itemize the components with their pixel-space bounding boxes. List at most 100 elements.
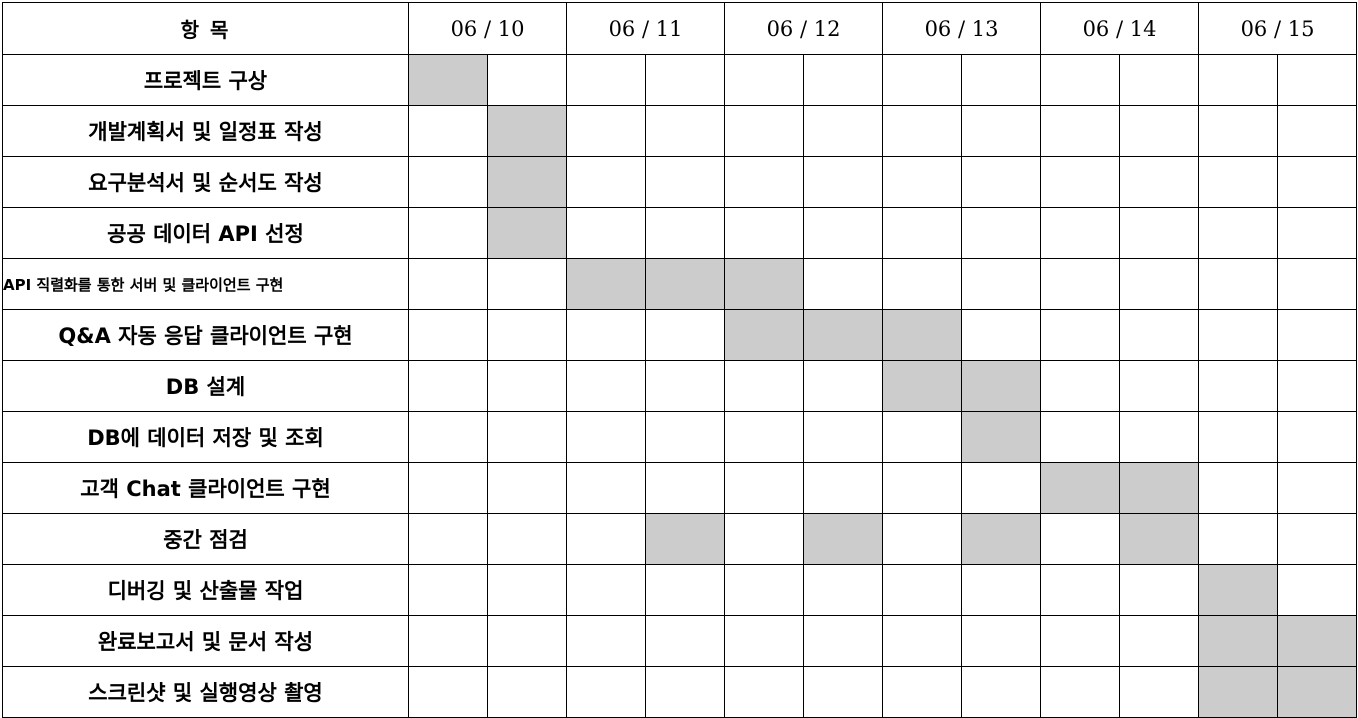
schedule-slot-empty: [803, 258, 883, 310]
schedule-slot-empty: [803, 411, 883, 463]
schedule-slot-empty: [882, 666, 962, 718]
task-name: 고객 Chat 클라이언트 구현: [2, 462, 409, 514]
schedule-slot-filled: [1040, 462, 1120, 514]
schedule-slot-empty: [961, 309, 1041, 361]
schedule-slot-empty: [1040, 615, 1120, 667]
schedule-slot-empty: [408, 513, 488, 565]
schedule-slot-empty: [961, 105, 1041, 157]
task-row: Q&A 자동 응답 클라이언트 구현: [2, 309, 1357, 361]
schedule-slot-empty: [724, 615, 804, 667]
schedule-slot-empty: [1119, 615, 1199, 667]
task-name: 스크린샷 및 실행영상 촬영: [2, 666, 409, 718]
date-header-0614: 06 / 14: [1040, 2, 1199, 55]
schedule-slot-filled: [1198, 666, 1278, 718]
schedule-slot-filled: [1277, 615, 1357, 667]
schedule-slot-empty: [803, 666, 883, 718]
schedule-slot-empty: [1119, 309, 1199, 361]
schedule-slot-filled: [1119, 513, 1199, 565]
schedule-slot-filled: [1119, 462, 1199, 514]
schedule-slot-empty: [1119, 54, 1199, 106]
date-header-0611: 06 / 11: [566, 2, 725, 55]
schedule-slot-empty: [961, 564, 1041, 616]
schedule-slot-filled: [724, 309, 804, 361]
schedule-slot-empty: [1277, 258, 1357, 310]
schedule-slot-filled: [882, 309, 962, 361]
schedule-slot-empty: [803, 207, 883, 259]
schedule-slot-empty: [1198, 54, 1278, 106]
schedule-slot-empty: [803, 156, 883, 208]
task-name: DB에 데이터 저장 및 조회: [2, 411, 409, 463]
schedule-slot-empty: [1277, 105, 1357, 157]
schedule-slot-empty: [566, 513, 646, 565]
schedule-slot-empty: [724, 411, 804, 463]
schedule-slot-empty: [1040, 411, 1120, 463]
schedule-slot-filled: [487, 156, 567, 208]
schedule-slot-empty: [961, 207, 1041, 259]
schedule-slot-empty: [1119, 360, 1199, 412]
task-name: 개발계획서 및 일정표 작성: [2, 105, 409, 157]
schedule-slot-empty: [1198, 156, 1278, 208]
schedule-slot-empty: [645, 309, 725, 361]
schedule-slot-empty: [882, 54, 962, 106]
schedule-slot-filled: [1198, 615, 1278, 667]
task-row: 고객 Chat 클라이언트 구현: [2, 462, 1357, 514]
schedule-slot-filled: [803, 513, 883, 565]
schedule-slot-empty: [1119, 666, 1199, 718]
schedule-slot-empty: [487, 462, 567, 514]
schedule-slot-empty: [408, 105, 488, 157]
schedule-slot-empty: [724, 105, 804, 157]
schedule-slot-filled: [724, 258, 804, 310]
task-row: 완료보고서 및 문서 작성: [2, 615, 1357, 667]
schedule-slot-empty: [882, 411, 962, 463]
schedule-slot-empty: [803, 462, 883, 514]
schedule-slot-empty: [566, 309, 646, 361]
schedule-slot-empty: [645, 54, 725, 106]
schedule-slot-empty: [487, 411, 567, 463]
date-header-0612: 06 / 12: [724, 2, 883, 55]
schedule-slot-empty: [408, 156, 488, 208]
schedule-slot-empty: [803, 564, 883, 616]
schedule-slot-empty: [566, 411, 646, 463]
schedule-slot-empty: [1119, 105, 1199, 157]
schedule-slot-empty: [1040, 309, 1120, 361]
schedule-slot-empty: [645, 411, 725, 463]
schedule-slot-empty: [1198, 360, 1278, 412]
schedule-slot-empty: [566, 54, 646, 106]
schedule-slot-empty: [961, 54, 1041, 106]
schedule-slot-empty: [961, 258, 1041, 310]
schedule-slot-empty: [408, 207, 488, 259]
task-name: 완료보고서 및 문서 작성: [2, 615, 409, 667]
schedule-slot-empty: [645, 666, 725, 718]
task-row: 공공 데이터 API 선정: [2, 207, 1357, 259]
date-header-0615: 06 / 15: [1198, 2, 1357, 55]
schedule-slot-empty: [645, 564, 725, 616]
task-row: 중간 점검: [2, 513, 1357, 565]
schedule-slot-empty: [1119, 564, 1199, 616]
schedule-slot-empty: [961, 666, 1041, 718]
schedule-slot-empty: [1198, 258, 1278, 310]
schedule-slot-empty: [724, 564, 804, 616]
schedule-slot-empty: [1119, 258, 1199, 310]
schedule-slot-empty: [1040, 360, 1120, 412]
schedule-slot-empty: [645, 462, 725, 514]
schedule-slot-empty: [1119, 207, 1199, 259]
schedule-slot-empty: [1277, 309, 1357, 361]
schedule-slot-empty: [408, 309, 488, 361]
task-row: 요구분석서 및 순서도 작성: [2, 156, 1357, 208]
schedule-slot-filled: [961, 360, 1041, 412]
schedule-slot-filled: [487, 105, 567, 157]
schedule-slot-empty: [1277, 54, 1357, 106]
schedule-slot-empty: [1040, 54, 1120, 106]
item-column-header: 항 목: [2, 2, 409, 55]
schedule-slot-empty: [724, 462, 804, 514]
schedule-slot-empty: [1119, 156, 1199, 208]
schedule-slot-empty: [1198, 309, 1278, 361]
schedule-slot-filled: [566, 258, 646, 310]
schedule-slot-filled: [1277, 666, 1357, 718]
schedule-slot-empty: [408, 615, 488, 667]
schedule-slot-empty: [645, 105, 725, 157]
schedule-slot-empty: [566, 615, 646, 667]
schedule-slot-empty: [961, 462, 1041, 514]
schedule-slot-empty: [1040, 564, 1120, 616]
